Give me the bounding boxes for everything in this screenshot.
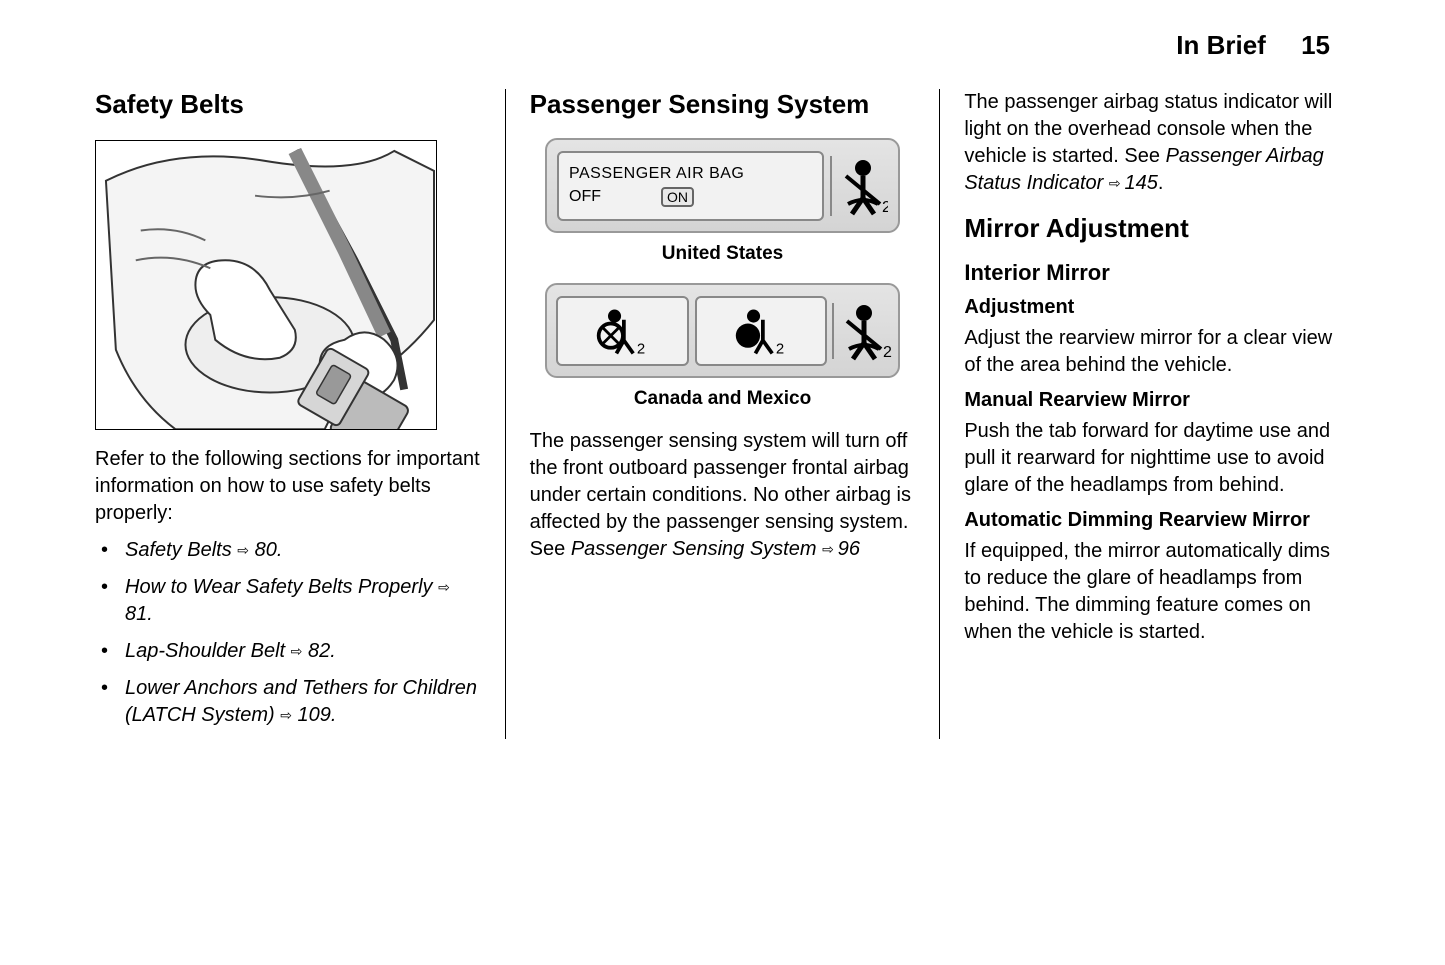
period: . bbox=[1158, 172, 1164, 194]
ref-arrow-icon: ⇨ bbox=[1109, 175, 1125, 191]
ref-page: 80 bbox=[255, 539, 277, 561]
seatbelt-illustration bbox=[95, 140, 437, 430]
ref-label: How to Wear Safety Belts Properly bbox=[125, 576, 433, 598]
list-item: Safety Belts ⇨ 80. bbox=[95, 537, 481, 564]
body-ref-label: Passenger Sensing System bbox=[571, 538, 817, 560]
heading-interior-mirror: Interior Mirror bbox=[964, 260, 1350, 286]
seatbelt-reminder-icon: 2 bbox=[836, 301, 892, 361]
column-safety-belts: Safety Belts Refer to the following bbox=[95, 89, 506, 739]
period: . bbox=[330, 640, 336, 662]
content-columns: Safety Belts Refer to the following bbox=[95, 89, 1350, 739]
body-ref-page: 96 bbox=[838, 538, 860, 560]
svg-text:2: 2 bbox=[776, 340, 784, 357]
passenger-sensing-body: The passenger sensing system will turn o… bbox=[530, 428, 916, 563]
subheading-auto-dimming: Automatic Dimming Rearview Mirror bbox=[964, 509, 1350, 532]
ref-arrow-icon: ⇨ bbox=[822, 541, 838, 557]
indicator-us-textbox: PASSENGER AIR BAG OFF ON bbox=[557, 151, 824, 221]
airbag-on-icon: 2 bbox=[695, 296, 828, 366]
ref-arrow-icon: ⇨ bbox=[291, 643, 303, 659]
safety-belts-intro: Refer to the following sections for impo… bbox=[95, 446, 481, 527]
p1-ref-page: 145 bbox=[1125, 172, 1158, 194]
heading-safety-belts: Safety Belts bbox=[95, 89, 481, 120]
subheading-adjustment: Adjustment bbox=[964, 296, 1350, 319]
indicator-divider bbox=[832, 303, 834, 359]
svg-text:2: 2 bbox=[883, 344, 892, 361]
header-section: In Brief bbox=[1176, 30, 1266, 60]
page-header: In Brief 15 bbox=[95, 30, 1350, 61]
indicator-off-label: OFF bbox=[569, 188, 601, 206]
ref-label: Lap-Shoulder Belt bbox=[125, 640, 285, 662]
indicator-divider bbox=[830, 156, 832, 216]
ref-arrow-icon: ⇨ bbox=[237, 542, 249, 558]
period: . bbox=[147, 603, 153, 625]
airbag-status-paragraph: The passenger airbag status indicator wi… bbox=[964, 89, 1350, 197]
indicator-line2: OFF ON bbox=[569, 187, 812, 207]
ref-arrow-icon: ⇨ bbox=[438, 579, 450, 595]
ref-page: 109 bbox=[298, 704, 331, 726]
svg-text:2: 2 bbox=[637, 340, 645, 357]
ref-page: 82 bbox=[308, 640, 330, 662]
column-passenger-sensing: Passenger Sensing System PASSENGER AIR B… bbox=[506, 89, 941, 739]
ref-arrow-icon: ⇨ bbox=[280, 707, 292, 723]
adjustment-body: Adjust the rearview mirror for a clear v… bbox=[964, 325, 1350, 379]
heading-mirror-adjustment: Mirror Adjustment bbox=[964, 213, 1350, 244]
seatbelt-reminder-icon: 2 bbox=[838, 156, 888, 216]
caption-us: United States bbox=[530, 243, 916, 265]
indicator-on-badge: ON bbox=[661, 187, 694, 207]
ref-label: Safety Belts bbox=[125, 539, 232, 561]
safety-belts-ref-list: Safety Belts ⇨ 80. How to Wear Safety Be… bbox=[95, 537, 481, 729]
ref-page: 81 bbox=[125, 603, 147, 625]
list-item: How to Wear Safety Belts Properly ⇨ 81. bbox=[95, 574, 481, 628]
period: . bbox=[331, 704, 337, 726]
caption-cm: Canada and Mexico bbox=[530, 388, 916, 410]
period: . bbox=[277, 539, 283, 561]
airbag-off-icon: 2 bbox=[556, 296, 689, 366]
auto-dimming-body: If equipped, the mirror automatically di… bbox=[964, 538, 1350, 646]
seatbelt-svg bbox=[96, 141, 436, 429]
subheading-manual-mirror: Manual Rearview Mirror bbox=[964, 389, 1350, 412]
heading-passenger-sensing: Passenger Sensing System bbox=[530, 89, 916, 120]
indicator-panel-us: PASSENGER AIR BAG OFF ON 2 bbox=[545, 138, 900, 233]
column-mirror: The passenger airbag status indicator wi… bbox=[940, 89, 1350, 739]
indicator-line1: PASSENGER AIR BAG bbox=[569, 165, 812, 183]
list-item: Lower Anchors and Tethers for Children (… bbox=[95, 675, 481, 729]
indicator-panel-cm: 2 2 2 bbox=[545, 283, 900, 378]
header-page-number: 15 bbox=[1301, 30, 1330, 60]
list-item: Lap-Shoulder Belt ⇨ 82. bbox=[95, 638, 481, 665]
manual-mirror-body: Push the tab forward for daytime use and… bbox=[964, 418, 1350, 499]
occupant-sub: 2 bbox=[882, 199, 888, 216]
